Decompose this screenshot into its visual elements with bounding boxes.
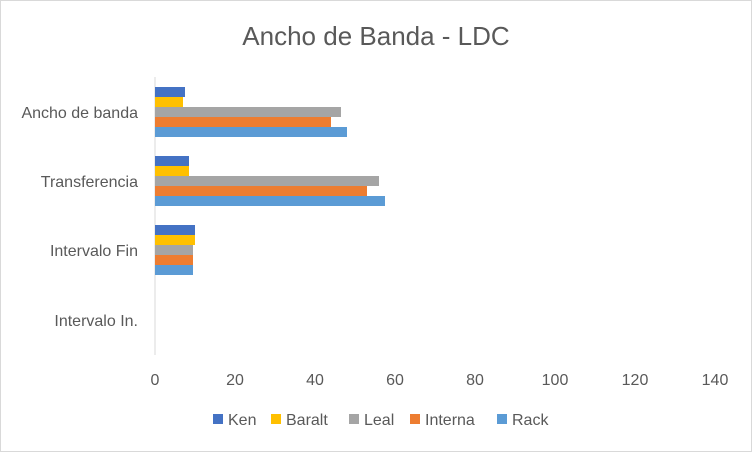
bar-rack-1 xyxy=(155,127,347,137)
bar-interna-3 xyxy=(155,255,193,265)
bar-ken-3 xyxy=(155,225,195,235)
legend-item-interna: Interna xyxy=(410,412,475,429)
legend-label: Interna xyxy=(425,412,475,429)
x-tick-label: 0 xyxy=(151,372,160,389)
category-label: Ancho de banda xyxy=(21,105,138,122)
x-tick-label: 20 xyxy=(226,372,244,389)
legend-item-ken: Ken xyxy=(213,412,256,429)
bar-rack-3 xyxy=(155,265,193,275)
bar-interna-1 xyxy=(155,117,331,127)
category-labels: Ancho de banda Transferencia Intervalo Fin… xyxy=(21,105,138,330)
legend-item-baralt: Baralt xyxy=(271,412,328,429)
x-tick-label: 120 xyxy=(622,372,649,389)
legend-swatch xyxy=(271,414,281,424)
category-label: Intervalo In. xyxy=(54,313,138,330)
bar-baralt-2 xyxy=(155,166,189,176)
bar-baralt-3 xyxy=(155,235,195,245)
bars xyxy=(155,87,385,275)
legend: Ken Baralt Leal Interna Rack xyxy=(213,412,549,429)
legend-item-rack: Rack xyxy=(497,412,549,429)
bar-interna-2 xyxy=(155,186,367,196)
x-tick-label: 140 xyxy=(702,372,729,389)
bar-leal-2 xyxy=(155,176,379,186)
value-axis-ticks: 0 20 40 60 80 100 120 140 xyxy=(151,372,729,389)
x-tick-label: 100 xyxy=(542,372,569,389)
bar-ken-1 xyxy=(155,87,185,97)
bar-rack-2 xyxy=(155,196,385,206)
legend-swatch xyxy=(497,414,507,424)
x-tick-label: 40 xyxy=(306,372,324,389)
category-label: Intervalo Fin xyxy=(50,243,138,260)
legend-label: Ken xyxy=(228,412,256,429)
bar-leal-1 xyxy=(155,107,341,117)
bar-baralt-1 xyxy=(155,97,183,107)
legend-swatch xyxy=(349,414,359,424)
bar-ken-2 xyxy=(155,156,189,166)
bar-leal-3 xyxy=(155,245,193,255)
x-tick-label: 60 xyxy=(386,372,404,389)
legend-label: Leal xyxy=(364,412,394,429)
legend-item-leal: Leal xyxy=(349,412,394,429)
x-tick-label: 80 xyxy=(466,372,484,389)
legend-label: Baralt xyxy=(286,412,328,429)
chart-title: Ancho de Banda - LDC xyxy=(242,21,509,51)
legend-swatch xyxy=(213,414,223,424)
legend-swatch xyxy=(410,414,420,424)
category-label: Transferencia xyxy=(41,174,138,191)
legend-label: Rack xyxy=(512,412,549,429)
